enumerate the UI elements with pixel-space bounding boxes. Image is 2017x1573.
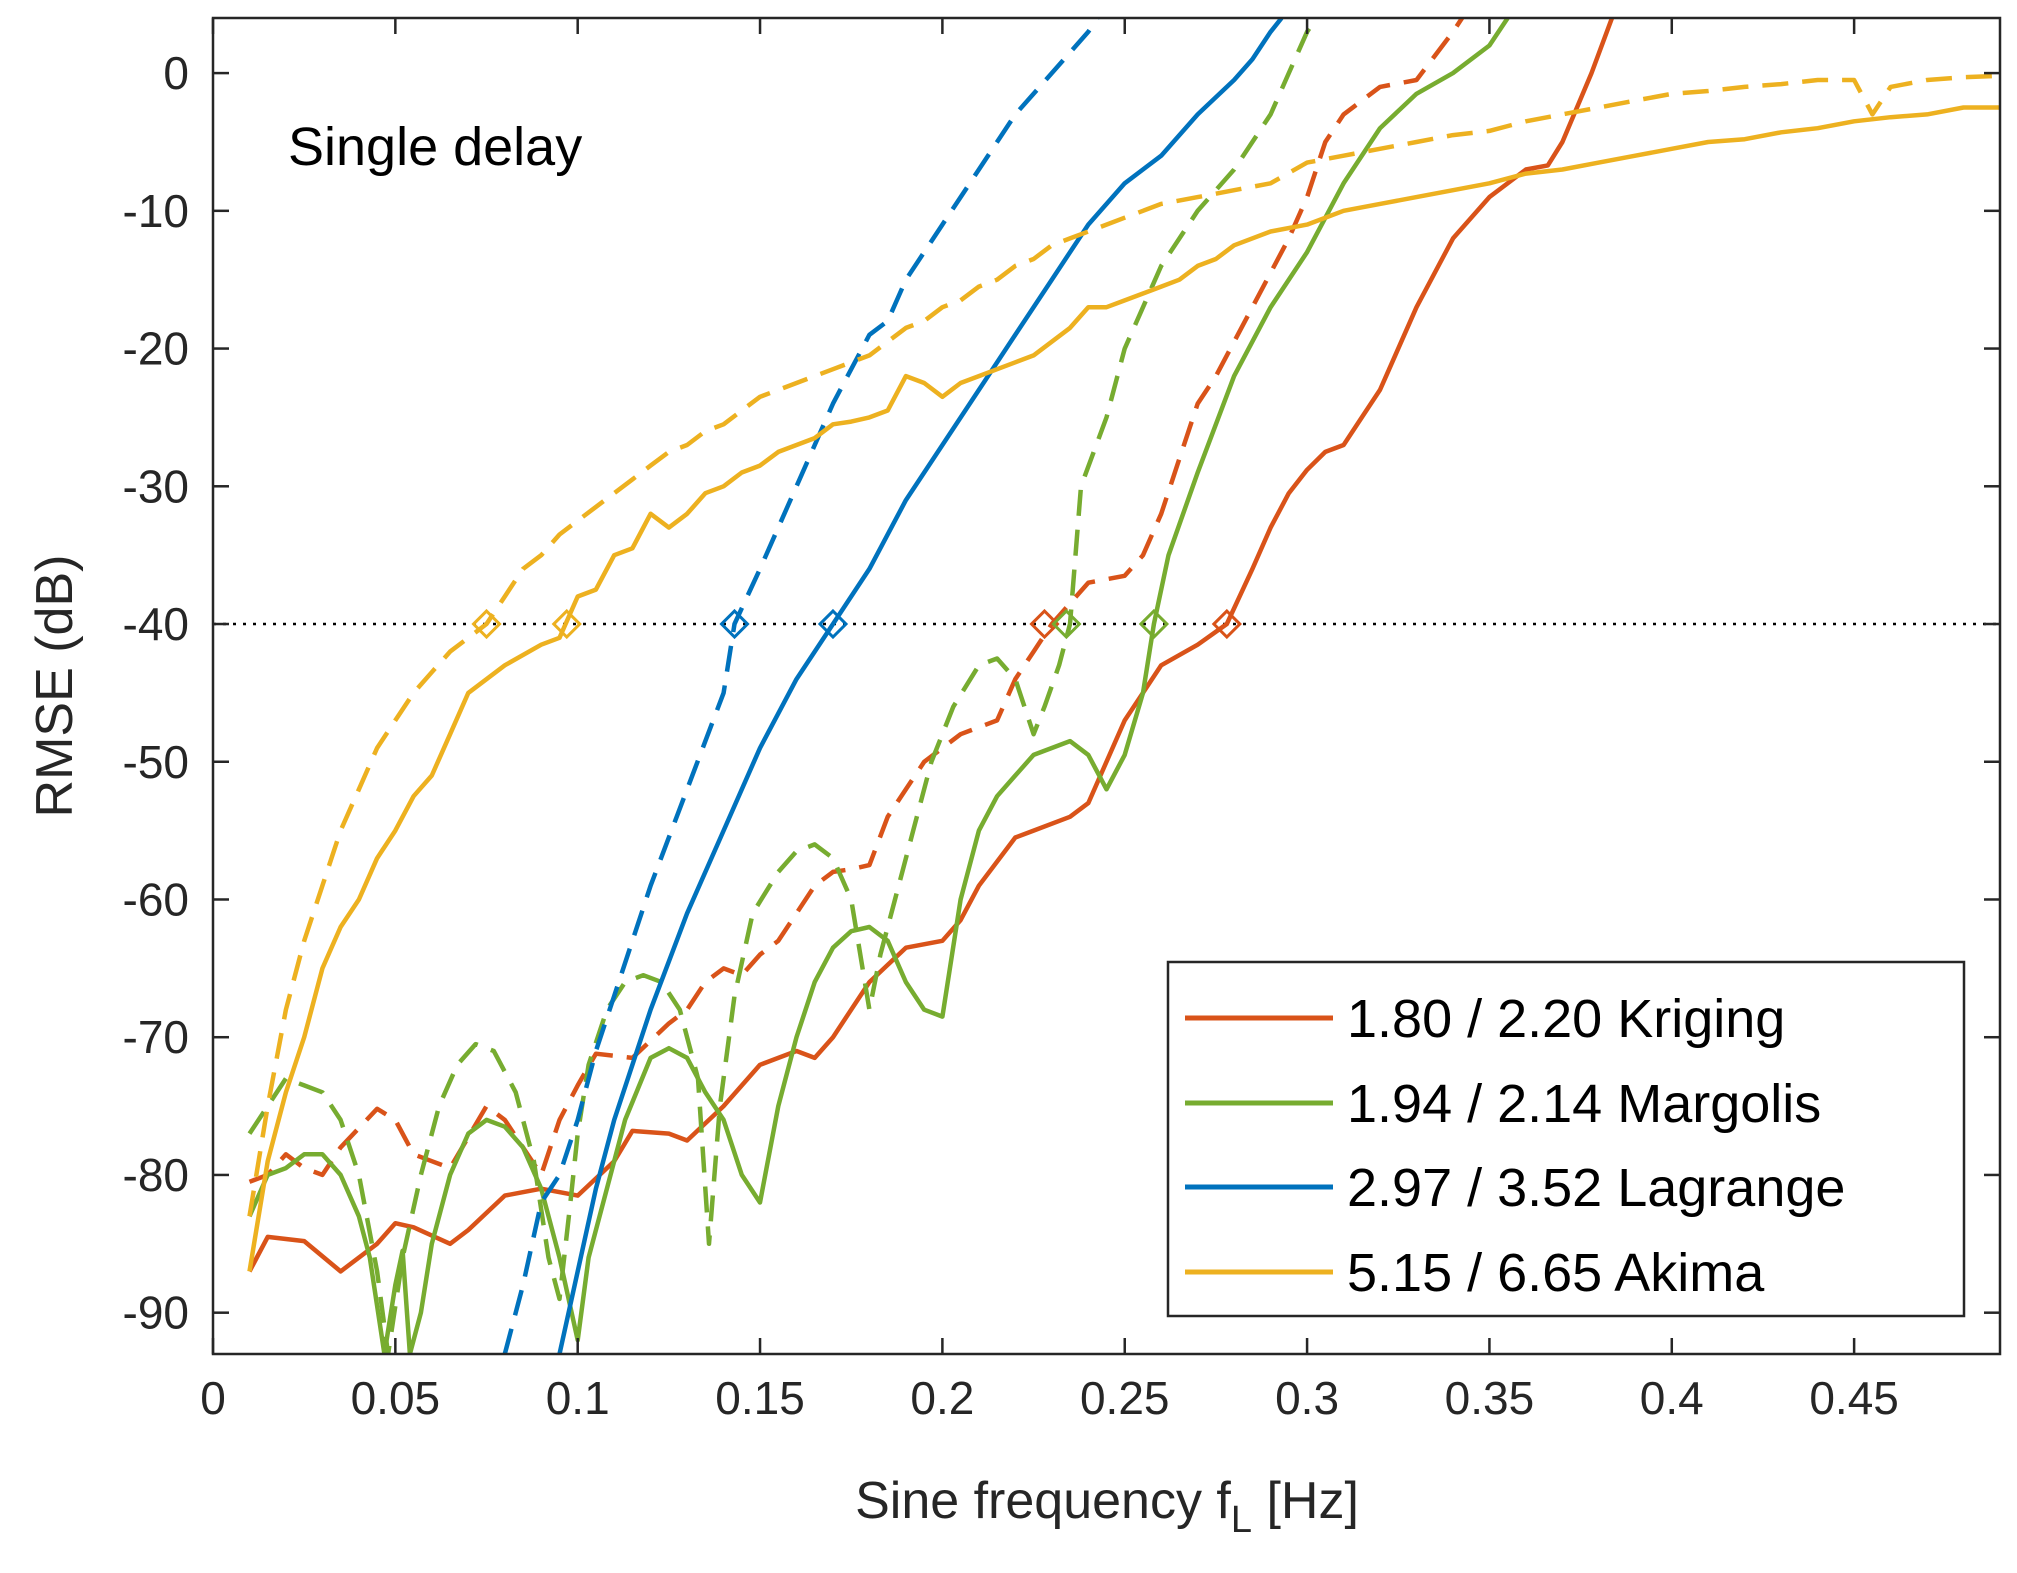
crossing-marker-akima-solid [551,608,582,640]
series-line-akima-solid [247,105,2000,1272]
legend: 1.80 / 2.20 Kriging 1.94 / 2.14 Margolis… [1166,960,1966,1318]
series-line-kriging-dashed [248,18,1465,1184]
legend-label-lagrange: 2.97 / 3.52 Lagrange [1347,1158,1845,1218]
plot-frame [211,16,2002,1356]
legend-label-margolis: 1.94 / 2.14 Margolis [1347,1074,1821,1134]
y-tick-label: 0 [163,47,189,99]
x-tick-label: 0.05 [351,1372,441,1424]
y-tick-label: -60 [123,873,189,925]
y-tick-label: -80 [123,1149,189,1201]
crossing-marker-lagrange-dashed [719,608,750,640]
crossing-markers [471,608,1242,640]
series-line-margolis-solid [247,18,1510,1354]
annotation-label: Single delay [288,117,582,177]
y-tick-label: -40 [123,598,189,650]
x-tick-label: 0.4 [1640,1372,1704,1424]
legend-label-akima: 5.15 / 6.65 Akima [1347,1243,1765,1303]
x-axis-title: Sine frequency fL [Hz] [855,1472,1359,1541]
y-tick-label: -10 [123,185,189,237]
x-tick-label: 0.3 [1275,1372,1339,1424]
legend-entry-lagrange: 2.97 / 3.52 Lagrange [1185,1158,1845,1218]
y-axis-title: RMSE (dB) [26,555,84,818]
y-tick-label: -30 [123,460,189,512]
legend-entry-margolis: 1.94 / 2.14 Margolis [1185,1074,1821,1134]
series-layer [247,18,2000,1354]
x-tick-label: 0.2 [910,1372,974,1424]
crossing-marker-margolis-solid [1138,608,1170,640]
y-tick-label: -70 [123,1011,189,1063]
x-axis-title-main: Sine frequency f [855,1472,1231,1530]
x-tick-label: 0.15 [715,1372,805,1424]
legend-box [1166,960,1966,1318]
x-tick-label: 0.1 [546,1372,610,1424]
series-line-lagrange-solid [557,18,1284,1354]
y-tick-label: -20 [123,323,189,375]
x-tick-label: 0.25 [1080,1372,1170,1424]
y-tick-label: -50 [123,736,189,788]
crossing-marker-margolis-dashed [1051,608,1082,640]
x-tick-label: 0.35 [1445,1372,1535,1424]
x-tick-label: 0.45 [1809,1372,1899,1424]
series-line-kriging-solid [247,18,1615,1274]
crossing-marker-kriging-dashed [1029,608,1060,640]
legend-label-kriging: 1.80 / 2.20 Kriging [1347,989,1785,1049]
x-tick-label: 0 [200,1372,226,1424]
legend-entry-kriging: 1.80 / 2.20 Kriging [1185,989,1785,1049]
series-line-margolis-dashed [247,18,1319,1354]
series-line-akima-dashed [247,73,2000,1217]
crossing-marker-akima-dashed [471,608,502,640]
crossing-marker-kriging-solid [1211,608,1242,640]
x-axis-title-unit: [Hz] [1252,1472,1359,1530]
crossing-marker-lagrange-solid [817,608,849,640]
legend-entry-akima: 5.15 / 6.65 Akima [1185,1243,1765,1303]
x-axis-title-subscript: L [1231,1499,1252,1541]
axis-ticks: 0 0.05 0.1 0.15 0.2 0.25 0.3 0.35 0.4 0.45 0 -10 -20… [123,18,2000,1424]
y-tick-label: -90 [123,1287,189,1339]
